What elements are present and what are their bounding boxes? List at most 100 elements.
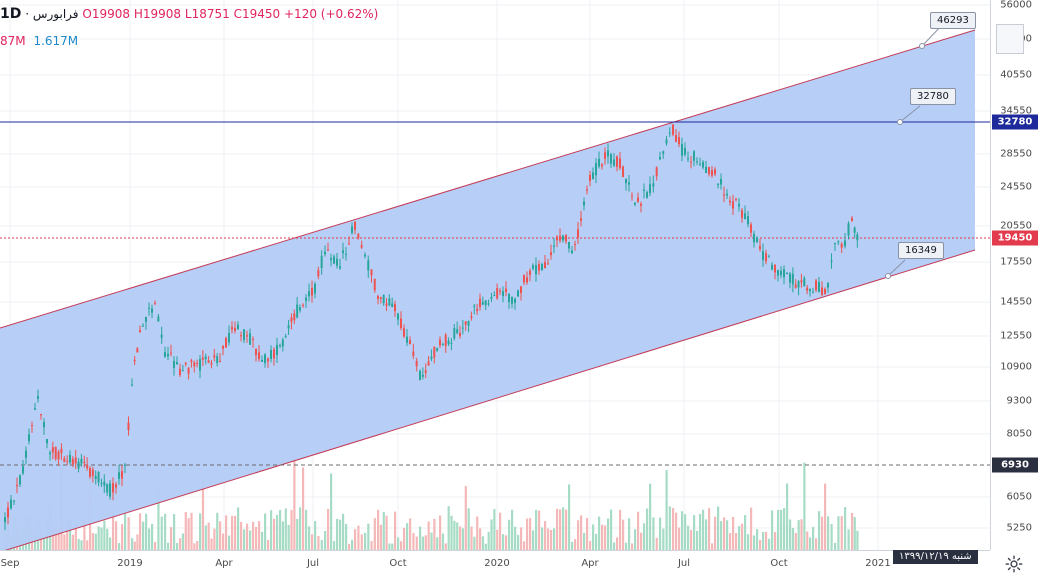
volume-bar — [57, 528, 60, 550]
candle-body — [487, 303, 490, 305]
volume-bar — [293, 456, 296, 550]
volume-bar — [388, 543, 391, 550]
candle-body — [511, 297, 513, 304]
candle-body — [216, 356, 219, 363]
callout-anchor-top[interactable] — [919, 43, 925, 49]
candle-body — [339, 266, 341, 269]
candle-body — [496, 288, 499, 299]
candle-body — [622, 166, 624, 178]
candle-body — [652, 183, 655, 187]
volume-bar — [276, 514, 279, 550]
volume-bar — [625, 542, 628, 550]
volume-bar — [622, 519, 625, 550]
channel-upper-line[interactable] — [0, 29, 976, 329]
time-axis[interactable]: Sep 2019 Apr Jul Oct 2020 Apr Jul Oct 2021 — [0, 550, 990, 578]
candle-body — [151, 308, 153, 313]
volume-bar — [157, 490, 160, 550]
volume-bar — [379, 524, 383, 550]
volume-bar — [484, 543, 487, 550]
callout-anchor-lower[interactable] — [885, 273, 891, 279]
volume-bar — [847, 529, 850, 550]
candle-body — [523, 275, 525, 283]
volume-bar — [385, 515, 388, 550]
volume-bar — [213, 528, 216, 550]
callout-anchor-level[interactable] — [897, 119, 903, 125]
candle-body — [157, 316, 160, 322]
candle-body — [213, 355, 216, 358]
candle-body — [354, 221, 356, 230]
candle-body — [562, 235, 564, 241]
low-value: 18751 — [191, 7, 230, 21]
candle-body — [777, 270, 779, 276]
candle-body — [856, 234, 859, 241]
candle-body — [684, 148, 686, 155]
volume-bar — [406, 523, 409, 550]
callout-top[interactable]: 46293 — [930, 12, 976, 29]
volume-bar — [421, 536, 425, 550]
candle-body — [553, 245, 555, 247]
symbol-legend: 1D · فرابورس O19908 H19908 L18751 C19450… — [0, 6, 378, 22]
candle-body — [284, 335, 287, 337]
volume-bar — [357, 525, 360, 550]
candle-body — [388, 298, 391, 306]
candle-body — [103, 481, 106, 486]
candle-body — [643, 189, 645, 191]
volume-bar — [290, 509, 293, 550]
callout-level[interactable]: 32780 — [910, 88, 956, 105]
symbol-name[interactable]: فرابورس — [32, 7, 79, 21]
callout-leader-level — [899, 105, 921, 123]
volume-bar — [756, 529, 759, 550]
low-label: L — [184, 7, 192, 21]
volume-bar — [412, 532, 415, 550]
volume-bar — [723, 517, 726, 550]
candle-body — [69, 454, 71, 463]
volume-bar — [514, 526, 517, 550]
candle-body — [293, 313, 296, 321]
candle-body — [547, 263, 549, 265]
volume-bar — [678, 527, 681, 550]
candle-body — [22, 466, 24, 474]
scale-toggle-box[interactable] — [996, 24, 1024, 54]
volume-bar — [511, 509, 514, 550]
volume-bar — [403, 527, 406, 550]
volume-bar — [284, 508, 287, 550]
volume-bar — [127, 517, 130, 550]
candle-body — [837, 241, 840, 243]
candle-body — [714, 169, 716, 175]
volume-bar — [640, 532, 643, 550]
candle-body — [136, 348, 139, 353]
candle-body — [568, 241, 570, 249]
volume-bar — [264, 513, 267, 550]
candle-body — [370, 269, 373, 276]
candle-body — [100, 483, 103, 485]
candle-body — [16, 484, 18, 487]
candle-body — [31, 425, 33, 427]
time-tick-label: 2021 — [865, 558, 891, 569]
candle-body — [665, 139, 668, 144]
time-tick-label: Jul — [306, 558, 320, 569]
price-tick-label: 56000 — [1000, 0, 1032, 11]
volume-bar — [173, 514, 176, 550]
volume-bar — [228, 535, 231, 550]
volume-bar — [382, 512, 385, 550]
volume-bar — [154, 542, 157, 550]
candle-body — [397, 313, 399, 320]
price-chart[interactable] — [0, 0, 990, 550]
volume-bar — [559, 509, 562, 550]
channel-lower-line[interactable] — [0, 249, 976, 550]
close-value: 19450 — [241, 7, 281, 21]
interval-label[interactable]: 1D — [0, 6, 22, 22]
volume-bar — [750, 507, 753, 550]
gear-icon[interactable] — [1003, 553, 1025, 575]
volume-bar — [809, 537, 812, 550]
price-tick-label: 9300 — [1006, 395, 1032, 407]
volume-bar — [684, 514, 687, 550]
chart-area[interactable]: 1D · فرابورس O19908 H19908 L18751 C19450… — [0, 0, 990, 550]
volume-bar — [586, 518, 589, 550]
candle-body — [299, 307, 301, 311]
parallel-channel[interactable] — [0, 30, 975, 550]
volume-bar — [136, 534, 139, 550]
volume-bar — [711, 543, 714, 550]
volume-bar — [106, 528, 109, 550]
callout-lower[interactable]: 16349 — [898, 242, 944, 259]
